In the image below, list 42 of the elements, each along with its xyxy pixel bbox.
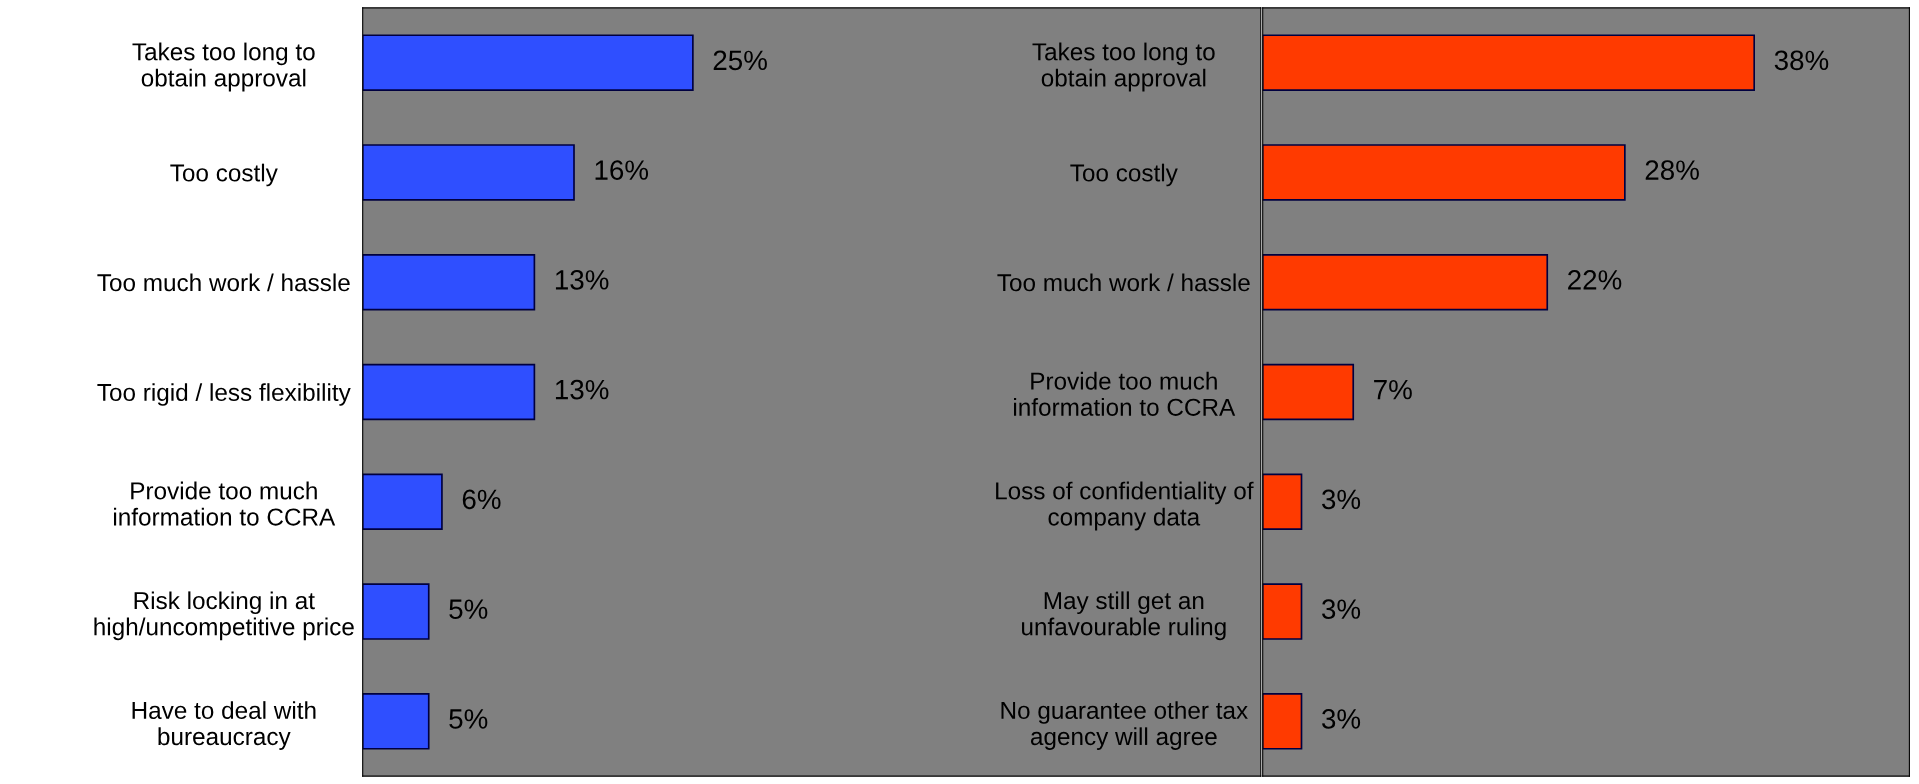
bar: [362, 473, 443, 531]
data-label: 13%: [555, 270, 609, 290]
y-tick-label: Risk locking in at high/uncompetitive price: [94, 591, 354, 641]
y-tick-label: Have to deal with bureaucracy: [132, 701, 316, 750]
y-tick-label: No guarantee other tax agency will agree: [1001, 701, 1248, 750]
bar: [1262, 693, 1303, 750]
data-label: 25%: [713, 50, 767, 71]
y-tick-label: Too costly: [170, 163, 278, 187]
data-label: 3%: [1322, 599, 1361, 619]
y-tick-label: Too much work / hassle: [97, 273, 350, 292]
data-label: 7%: [1374, 379, 1412, 400]
data-label: 22%: [1568, 270, 1622, 290]
bar: [362, 144, 575, 201]
bar: [362, 253, 536, 311]
data-label: 3%: [1322, 489, 1361, 510]
y-tick-label: Takes too long to obtain approval: [1032, 42, 1215, 92]
bar: [362, 34, 694, 91]
y-tick-label: Provide too much information to CCRA: [113, 481, 336, 526]
bar: [1262, 144, 1626, 201]
y-tick-label: Loss of confidentiality of company data: [996, 481, 1254, 531]
bar: [1262, 253, 1549, 311]
data-label: 28%: [1645, 160, 1699, 180]
data-label: 3%: [1322, 709, 1361, 729]
data-label: 38%: [1774, 50, 1829, 71]
y-tick-label: May still get an unfavourable ruling: [1022, 591, 1226, 641]
y-tick-label: Provide too much information to CCRA: [1014, 371, 1236, 416]
bar: [362, 363, 536, 421]
data-label: 5%: [449, 709, 488, 729]
bar: [362, 693, 430, 750]
bar: [1262, 34, 1756, 91]
bar: [1262, 473, 1303, 531]
bar: [362, 583, 430, 640]
bar: [1262, 363, 1355, 421]
y-tick-label: Takes too long to obtain approval: [132, 42, 315, 92]
data-label: 16%: [595, 160, 649, 180]
data-label: 13%: [555, 379, 609, 400]
bar: [1262, 583, 1303, 640]
y-tick-label: Too costly: [1070, 163, 1178, 187]
data-label: 5%: [449, 599, 488, 619]
data-label: 6%: [462, 489, 501, 510]
y-tick-label: Too rigid / less flexibility: [97, 383, 351, 406]
y-tick-label: Too much work / hassle: [997, 273, 1250, 292]
